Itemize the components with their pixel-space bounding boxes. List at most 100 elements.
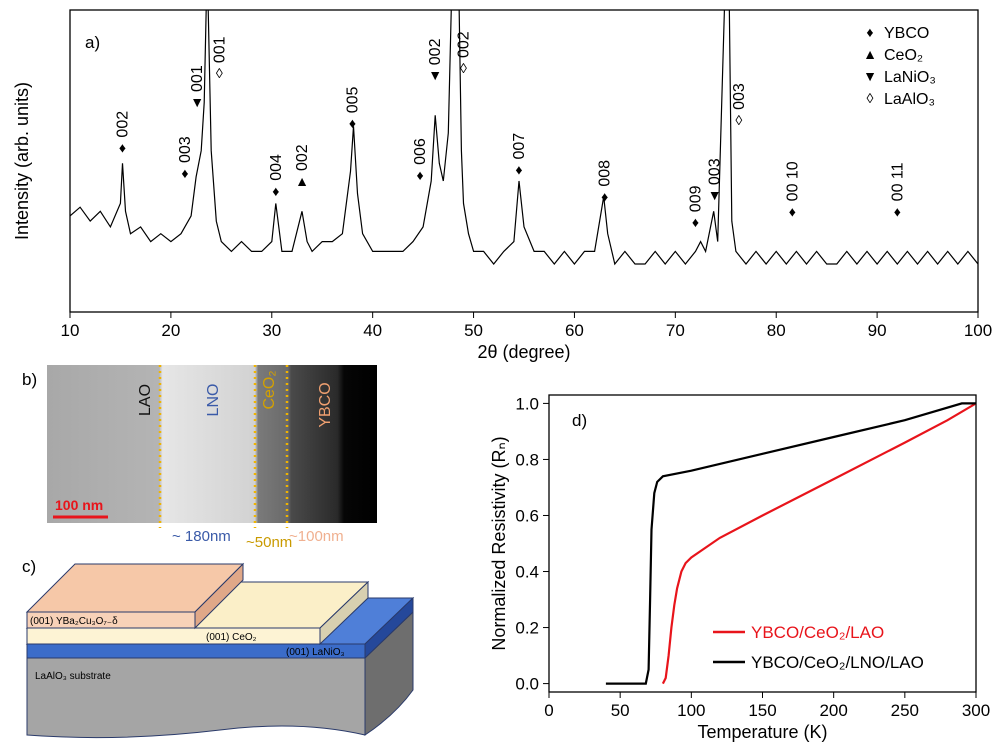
- layer-label: CeO₂: [261, 370, 278, 409]
- thickness-label: ~50nm: [246, 534, 292, 551]
- legend-symbol: ▼: [863, 68, 877, 84]
- legend-label: YBCO: [884, 25, 929, 42]
- peak-marker: ▲: [295, 173, 309, 189]
- y-tick-label: 0.6: [515, 506, 539, 525]
- x-tick-label: 10: [61, 321, 80, 340]
- peak-label: 001: [189, 65, 206, 92]
- peak-marker: ♦: [181, 165, 188, 181]
- x-tick-label: 200: [819, 701, 847, 720]
- x-tick-label: 50: [464, 321, 483, 340]
- y-tick-label: 0.2: [515, 619, 539, 638]
- peak-label: 006: [412, 138, 429, 165]
- x-tick-label: 50: [611, 701, 630, 720]
- ceo2-front: [26, 627, 321, 645]
- peak-label: 003: [177, 136, 194, 163]
- panel-c: c) (001) YBa₂Cu₃O₇₋δ (001) CeO₂ (001) La…: [22, 557, 415, 739]
- y-axis-title: Normalized Resistivity (Rₙ): [489, 436, 509, 650]
- peak-marker: ♦: [601, 189, 608, 205]
- peak-label: 001: [211, 36, 228, 63]
- x-tick-label: 20: [161, 321, 180, 340]
- thickness-label: ~100nm: [289, 528, 344, 545]
- peak-label: 002: [427, 38, 444, 65]
- layer-label: (001) CeO₂: [206, 632, 257, 643]
- thickness-label: ~ 180nm: [172, 528, 231, 545]
- peak-marker: ◊: [460, 60, 467, 76]
- x-axis-title: Temperature (K): [697, 722, 827, 742]
- data-line: [661, 402, 976, 685]
- layer-label: LNO: [205, 384, 222, 417]
- lno-side: [364, 596, 414, 660]
- x-tick-label: 80: [767, 321, 786, 340]
- substrate-front: [26, 657, 366, 739]
- substrate-side: [364, 610, 414, 736]
- legend-symbol: ◊: [867, 90, 874, 106]
- legend-label: LaAlO₃: [884, 91, 935, 108]
- plot-frame: [69, 9, 979, 313]
- layer-label: LaAlO₃ substrate: [35, 671, 111, 682]
- layer-label: (001) YBa₂Cu₃O₇₋δ: [30, 616, 118, 627]
- layer-label: LAO: [137, 384, 154, 416]
- x-tick-label: 150: [748, 701, 776, 720]
- x-tick-label: 250: [891, 701, 919, 720]
- legend-label: YBCO/CeO₂/LNO/LAO: [751, 653, 924, 672]
- peak-marker: ♦: [119, 140, 126, 156]
- peak-label: 003: [707, 158, 724, 185]
- peak-marker: ♦: [789, 203, 796, 219]
- peak-marker: ♦: [515, 162, 522, 178]
- x-tick-label: 70: [666, 321, 685, 340]
- peak-marker: ♦: [417, 167, 424, 183]
- data-line: [605, 402, 976, 685]
- peak-label: 00 11: [889, 162, 906, 201]
- peak-marker: ◊: [216, 65, 223, 81]
- peak-label: 002: [455, 31, 472, 58]
- peak-label: 004: [268, 154, 285, 181]
- x-tick-label: 40: [363, 321, 382, 340]
- ybco-side: [194, 562, 244, 630]
- peak-label: 005: [344, 86, 361, 113]
- y-tick-label: 1.0: [515, 394, 539, 413]
- legend-label: CeO₂: [884, 47, 923, 64]
- panel-label: c): [22, 557, 36, 576]
- peak-label: 002: [114, 111, 131, 138]
- peak-label: 002: [294, 144, 311, 171]
- peak-marker: ♦: [272, 183, 279, 199]
- panel-b: b) LAO LNO CeO₂ YBCO 100 nm ~ 180nm ~50n…: [22, 365, 377, 551]
- legend-symbol: ▲: [863, 46, 877, 62]
- peak-marker: ♦: [349, 115, 356, 131]
- legend-label: LaNiO₃: [884, 69, 936, 86]
- peak-marker: ▼: [428, 67, 442, 83]
- x-tick-label: 30: [262, 321, 281, 340]
- x-tick-label: 100: [677, 701, 705, 720]
- y-tick-label: 0.4: [515, 563, 539, 582]
- y-tick-label: 0.8: [515, 450, 539, 469]
- peak-marker: ♦: [894, 203, 901, 219]
- peak-label: 009: [688, 185, 705, 212]
- peak-label: 00 10: [784, 161, 801, 201]
- x-tick-label: 90: [868, 321, 887, 340]
- x-tick-label: 60: [565, 321, 584, 340]
- x-axis-title: 2θ (degree): [477, 342, 570, 362]
- peak-marker: ▼: [708, 187, 722, 203]
- data-line: [70, 10, 978, 266]
- peak-marker: ▼: [190, 94, 204, 110]
- tem-image: [47, 365, 377, 523]
- peak-marker: ♦: [692, 214, 699, 230]
- legend-label: YBCO/CeO₂/LAO: [751, 623, 884, 642]
- y-tick-label: 0.0: [515, 675, 539, 694]
- peak-label: 008: [597, 160, 614, 187]
- peak-marker: ◊: [735, 112, 742, 128]
- legend-symbol: ♦: [866, 24, 873, 40]
- x-tick-label: 0: [544, 701, 553, 720]
- layer-label: YBCO: [317, 382, 334, 427]
- peak-label: 003: [731, 83, 748, 110]
- peak-label: 007: [511, 133, 528, 160]
- scale-bar-label: 100 nm: [55, 497, 103, 513]
- panel-label: a): [85, 33, 100, 52]
- x-tick-label: 300: [962, 701, 990, 720]
- panel-label: d): [572, 411, 587, 430]
- y-axis-title: Intensity (arb. units): [12, 82, 32, 240]
- ceo2-side: [319, 580, 369, 646]
- layer-label: (001) LaNiO₃: [286, 647, 345, 658]
